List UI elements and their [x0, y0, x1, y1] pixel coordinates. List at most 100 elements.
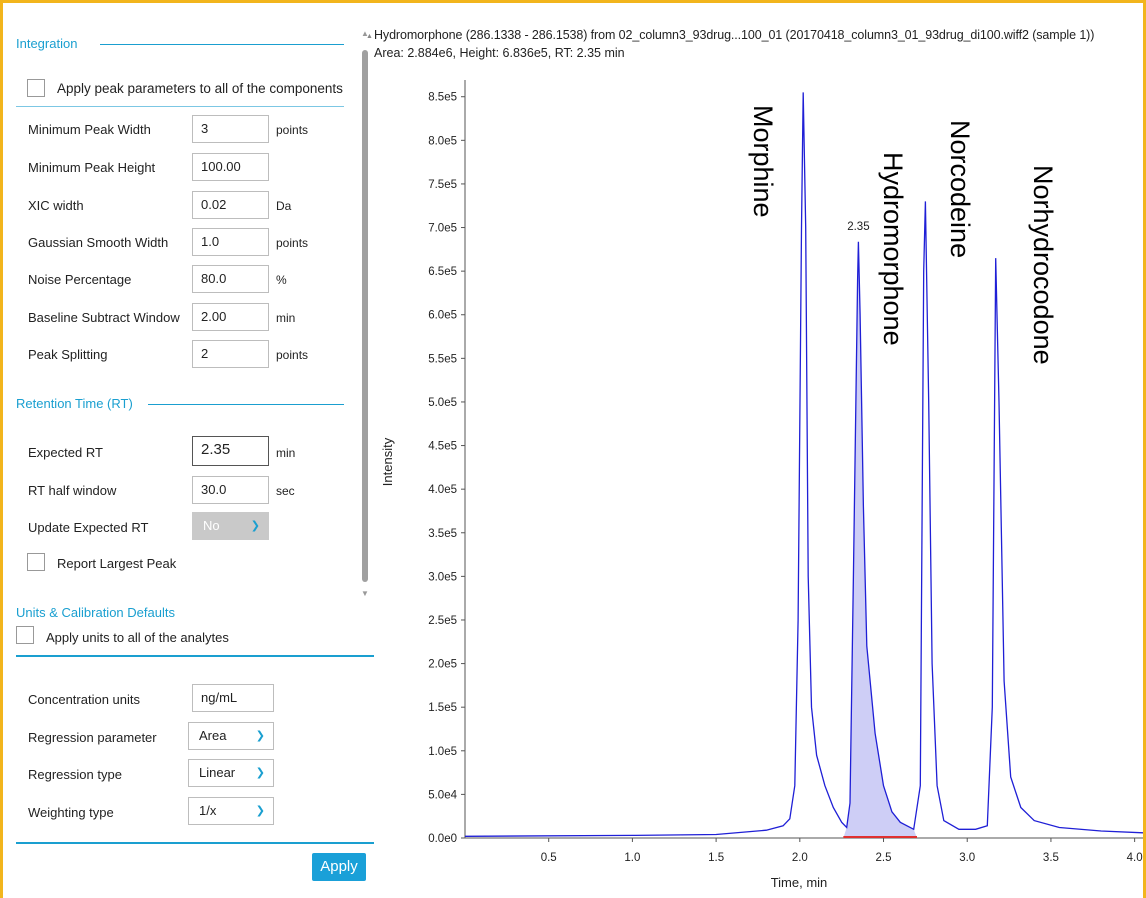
- update-rt-select: No ❯: [192, 512, 269, 540]
- integration-title: Integration: [16, 36, 86, 51]
- chromatogram-title: Hydromorphone (286.1338 - 286.1538) from…: [374, 28, 1095, 42]
- y-tick-label: 6.0e5: [428, 310, 457, 322]
- apply-units-label: Apply units to all of the analytes: [46, 630, 229, 645]
- x-tick-label: 1.5: [708, 852, 724, 864]
- y-tick-label: 8.0e5: [428, 135, 457, 147]
- update-rt-value: No: [203, 518, 220, 533]
- rt-half-window-label: RT half window: [28, 483, 117, 498]
- weighting-type-label: Weighting type: [28, 805, 114, 820]
- y-tick-label: 5.5e5: [428, 353, 457, 365]
- baseline-window-input[interactable]: 2.00: [192, 303, 269, 331]
- xic-width-input[interactable]: 0.02: [192, 191, 269, 219]
- scroll-down-icon[interactable]: ▼: [361, 589, 369, 598]
- update-rt-label: Update Expected RT: [28, 520, 149, 535]
- weighting-type-select[interactable]: 1/x ❯: [188, 797, 274, 825]
- regression-type-label: Regression type: [28, 767, 122, 782]
- peak-name-label: Norcodeine: [945, 120, 975, 258]
- expected-rt-label: Expected RT: [28, 445, 103, 460]
- x-tick-label: 4.0: [1127, 852, 1143, 864]
- retention-title: Retention Time (RT): [16, 396, 141, 411]
- x-tick-label: 0.5: [541, 852, 557, 864]
- scroll-up-icon[interactable]: ▲: [361, 29, 369, 38]
- gaussian-smooth-input[interactable]: 1.0: [192, 228, 269, 256]
- concentration-units-label: Concentration units: [28, 692, 141, 707]
- noise-percentage-label: Noise Percentage: [28, 272, 132, 287]
- concentration-units-input[interactable]: ng/mL: [192, 684, 274, 712]
- divider: [16, 842, 374, 844]
- y-tick-label: 6.5e5: [428, 266, 457, 278]
- peak-name-label: Hydromorphone: [878, 152, 908, 346]
- report-largest-peak-label: Report Largest Peak: [57, 556, 177, 571]
- baseline-window-label: Baseline Subtract Window: [28, 310, 180, 325]
- y-tick-label: 4.5e5: [428, 441, 457, 453]
- chromatogram-peak-info: Area: 2.884e6, Height: 6.836e5, RT: 2.35…: [374, 46, 625, 60]
- scrollbar-thumb[interactable]: [362, 50, 368, 582]
- chevron-down-icon: ❯: [255, 805, 265, 817]
- chevron-down-icon: ❯: [250, 520, 260, 532]
- peak-splitting-unit: points: [276, 348, 309, 362]
- min-peak-width-label: Minimum Peak Width: [28, 122, 151, 137]
- peak-splitting-input[interactable]: 2: [192, 340, 269, 368]
- y-axis-label: Intensity: [380, 437, 395, 486]
- y-tick-label: 3.0e5: [428, 571, 457, 583]
- rt-half-window-unit: sec: [276, 484, 295, 498]
- report-largest-peak-checkbox[interactable]: [27, 553, 45, 571]
- x-axis-label: Time, min: [771, 875, 828, 890]
- peak-splitting-label: Peak Splitting: [28, 347, 108, 362]
- y-tick-label: 2.0e5: [428, 659, 457, 671]
- min-peak-height-label: Minimum Peak Height: [28, 160, 156, 175]
- regression-parameter-label: Regression parameter: [28, 730, 157, 745]
- y-tick-label: 7.5e5: [428, 179, 457, 191]
- units-title: Units & Calibration Defaults: [16, 605, 183, 620]
- noise-percentage-input[interactable]: 80.0: [192, 265, 269, 293]
- divider: [16, 106, 344, 107]
- y-tick-label: 0.0e0: [428, 833, 457, 845]
- min-peak-width-unit: points: [276, 123, 309, 137]
- chevron-down-icon: ❯: [255, 730, 265, 742]
- y-tick-label: 3.5e5: [428, 528, 457, 540]
- x-tick-label: 2.0: [792, 852, 808, 864]
- integration-divider: [100, 44, 344, 45]
- noise-percentage-unit: %: [276, 273, 287, 287]
- peak-rt-annotation: 2.35: [847, 221, 869, 233]
- apply-peak-params-label: Apply peak parameters to all of the comp…: [57, 81, 343, 96]
- y-tick-label: 5.0e5: [428, 397, 457, 409]
- integrated-area: [843, 241, 917, 838]
- collapse-triangle-icon[interactable]: ▲: [366, 33, 373, 40]
- rt-half-window-input[interactable]: 30.0: [192, 476, 269, 504]
- apply-button[interactable]: Apply: [312, 853, 366, 881]
- x-tick-label: 1.0: [624, 852, 640, 864]
- xic-width-unit: Da: [276, 199, 292, 213]
- apply-peak-params-checkbox[interactable]: [27, 79, 45, 97]
- regression-type-select[interactable]: Linear ❯: [188, 759, 274, 787]
- regression-parameter-select[interactable]: Area ❯: [188, 722, 274, 750]
- y-tick-label: 7.0e5: [428, 223, 457, 235]
- x-tick-label: 3.0: [959, 852, 975, 864]
- y-tick-label: 8.5e5: [428, 92, 457, 104]
- y-tick-label: 1.5e5: [428, 702, 457, 714]
- y-tick-label: 2.5e5: [428, 615, 457, 627]
- apply-units-checkbox[interactable]: [16, 626, 34, 644]
- expected-rt-input[interactable]: 2.35: [192, 436, 269, 466]
- expected-rt-unit: min: [276, 446, 296, 460]
- x-tick-label: 2.5: [876, 852, 892, 864]
- x-tick-label: 3.5: [1043, 852, 1059, 864]
- chromatogram-trace: [464, 92, 1144, 837]
- y-tick-label: 4.0e5: [428, 484, 457, 496]
- regression-parameter-value: Area: [199, 728, 227, 743]
- retention-divider: [148, 404, 344, 405]
- gaussian-smooth-label: Gaussian Smooth Width: [28, 235, 169, 250]
- y-tick-label: 5.0e4: [428, 789, 457, 801]
- peak-name-label: Morphine: [748, 105, 778, 218]
- gaussian-smooth-unit: points: [276, 236, 309, 250]
- divider: [16, 655, 374, 657]
- y-tick-label: 1.0e5: [428, 746, 457, 758]
- regression-type-value: Linear: [199, 765, 236, 780]
- peak-name-label: Norhydrocodone: [1028, 165, 1058, 365]
- min-peak-width-input[interactable]: 3: [192, 115, 269, 143]
- min-peak-height-input[interactable]: 100.00: [192, 153, 269, 181]
- chevron-down-icon: ❯: [255, 767, 265, 779]
- weighting-type-value: 1/x: [199, 803, 217, 818]
